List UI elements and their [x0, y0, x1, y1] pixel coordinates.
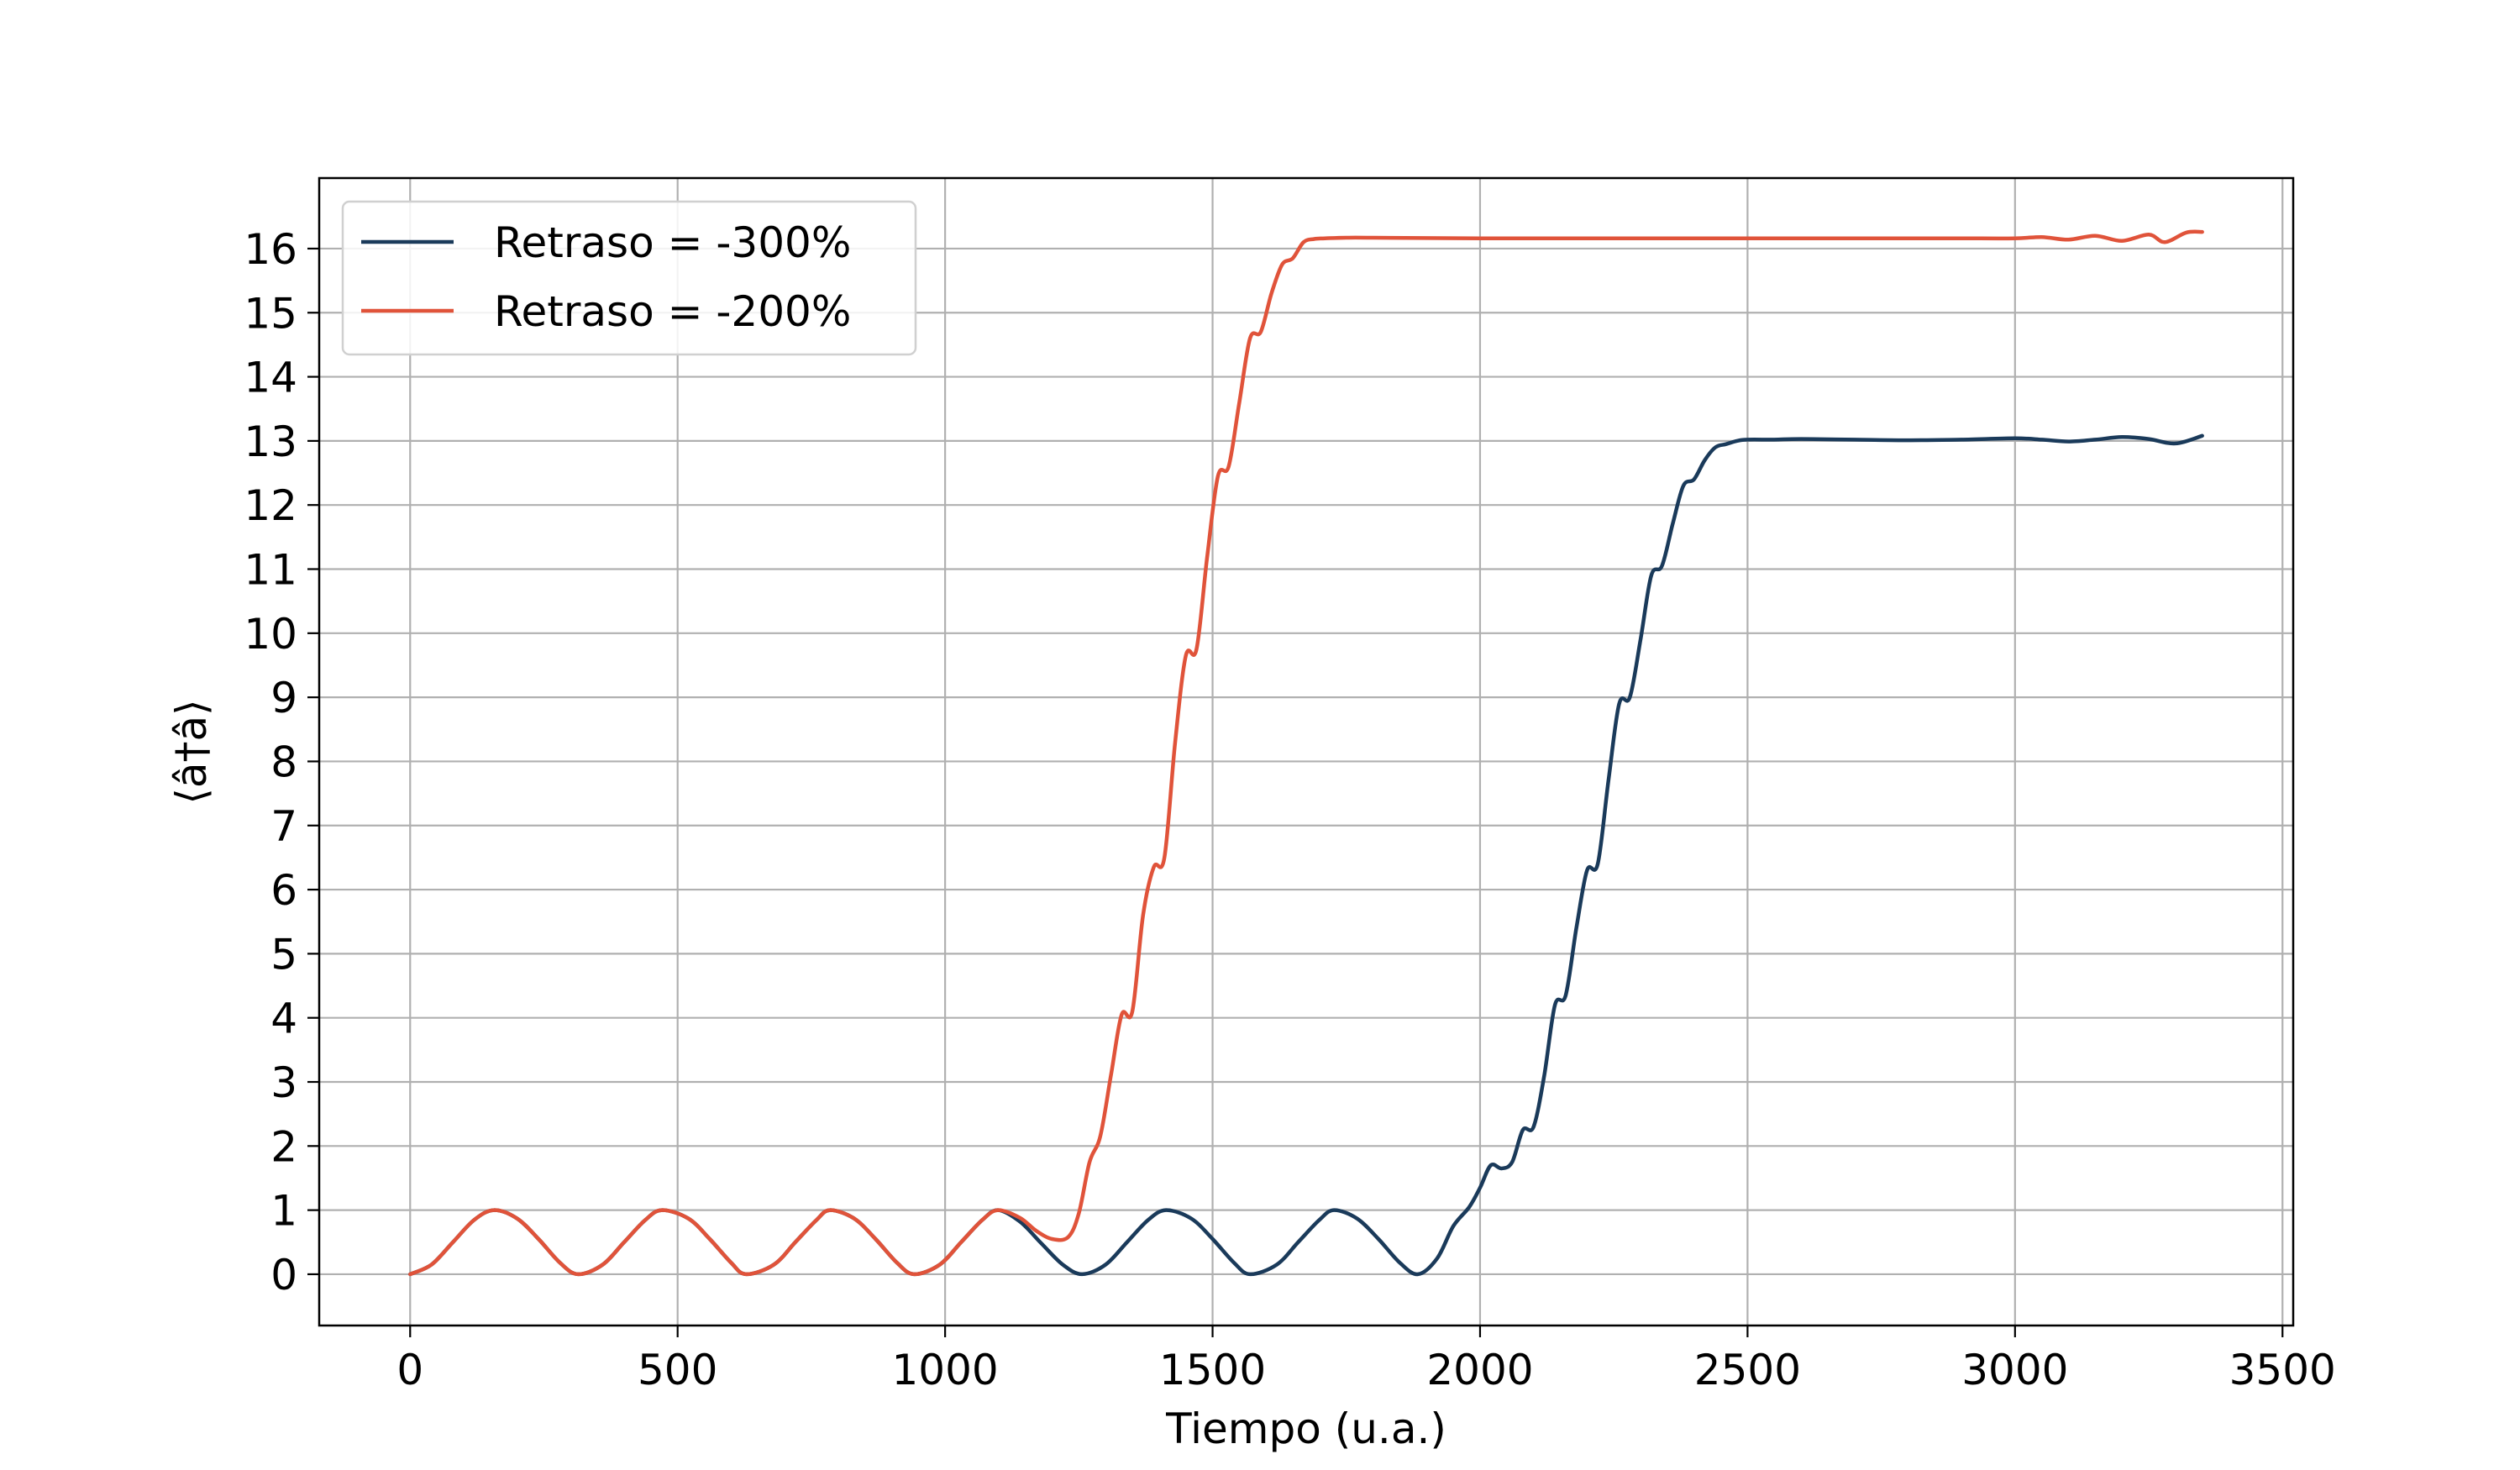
y-tick-label: 14	[244, 354, 297, 402]
y-tick-label: 3	[270, 1058, 297, 1107]
x-tick-label: 3000	[1961, 1346, 2068, 1394]
y-tick-label: 9	[270, 674, 297, 722]
y-tick-label: 13	[244, 417, 297, 466]
y-tick-label: 11	[244, 546, 297, 595]
grid	[319, 178, 2293, 1326]
y-tick-label: 12	[244, 481, 297, 530]
x-axis-label: Tiempo (u.a.)	[1165, 1404, 1446, 1453]
y-tick-label: 15	[244, 289, 297, 338]
series-layer	[408, 229, 2204, 1277]
x-tick-label: 0	[396, 1346, 423, 1394]
y-tick-label: 0	[270, 1251, 297, 1299]
legend-box	[341, 200, 917, 356]
y-tick-label: 6	[270, 866, 297, 915]
legend: Retraso = -300% Retraso = -200%	[341, 200, 917, 356]
plot-frame	[318, 176, 2295, 1327]
y-tick-label: 2	[270, 1122, 297, 1171]
y-tick-label: 7	[270, 802, 297, 851]
legend-label-1: Retraso = -300%	[494, 218, 851, 267]
x-tick-label: 1500	[1159, 1346, 1266, 1394]
x-tick-label: 3500	[2229, 1346, 2336, 1394]
legend-label-2: Retraso = -200%	[494, 287, 851, 336]
y-tick-label: 1	[270, 1187, 297, 1236]
y-axis-label: ⟨â†â⟩	[167, 699, 216, 804]
y-tick-label: 5	[270, 930, 297, 979]
x-axis: 0 500 1000 1500 2000 2500 3000 3500	[396, 1326, 2336, 1394]
y-tick-label: 16	[244, 225, 297, 274]
y-tick-label: 8	[270, 738, 297, 786]
x-tick-label: 2500	[1694, 1346, 1801, 1394]
series-line-2	[408, 229, 2204, 1277]
x-tick-label: 2000	[1426, 1346, 1533, 1394]
x-tick-label: 1000	[891, 1346, 998, 1394]
x-tick-label: 500	[638, 1346, 717, 1394]
y-tick-label: 10	[244, 610, 297, 659]
y-tick-label: 4	[270, 995, 297, 1043]
